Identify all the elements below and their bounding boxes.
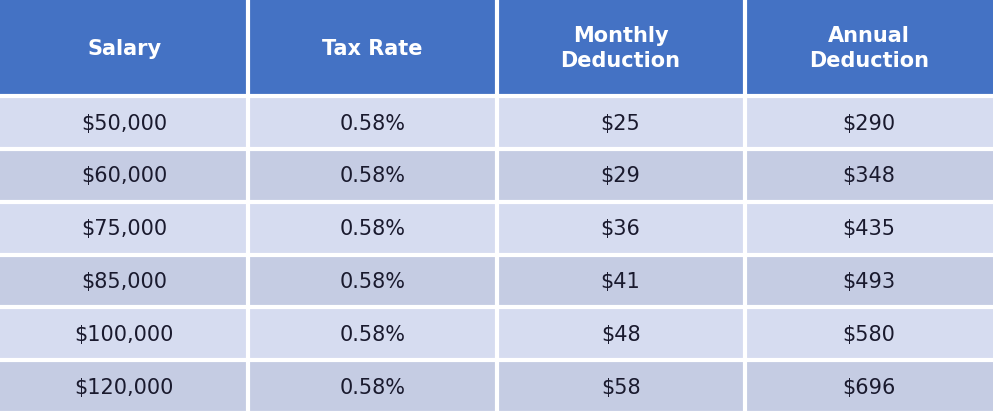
Bar (248, 202, 496, 255)
Text: 0.58%: 0.58% (340, 271, 405, 291)
Text: $36: $36 (601, 219, 640, 239)
Bar (745, 97, 993, 150)
Bar (496, 360, 745, 413)
Text: $120,000: $120,000 (74, 377, 174, 396)
Text: $348: $348 (842, 166, 896, 186)
Text: $75,000: $75,000 (81, 219, 167, 239)
Text: $48: $48 (601, 324, 640, 344)
Bar (0, 150, 248, 202)
Text: $60,000: $60,000 (81, 166, 167, 186)
Bar (745, 0, 993, 97)
Text: $493: $493 (842, 271, 896, 291)
Bar (745, 150, 993, 202)
Text: $58: $58 (601, 377, 640, 396)
Bar (0, 308, 248, 360)
Text: $25: $25 (601, 114, 640, 133)
Bar (0, 360, 248, 413)
Text: $50,000: $50,000 (81, 114, 167, 133)
Bar (248, 0, 496, 97)
Text: $85,000: $85,000 (81, 271, 167, 291)
Text: $100,000: $100,000 (74, 324, 174, 344)
Bar (248, 150, 496, 202)
Bar (496, 0, 745, 97)
Bar (496, 255, 745, 308)
Bar (0, 255, 248, 308)
Text: 0.58%: 0.58% (340, 377, 405, 396)
Bar (745, 360, 993, 413)
Text: 0.58%: 0.58% (340, 219, 405, 239)
Text: Tax Rate: Tax Rate (322, 38, 423, 59)
Text: $580: $580 (842, 324, 896, 344)
Bar (745, 308, 993, 360)
Text: Monthly
Deduction: Monthly Deduction (561, 26, 680, 71)
Text: $290: $290 (842, 114, 896, 133)
Text: $435: $435 (842, 219, 896, 239)
Bar (0, 0, 248, 97)
Text: $696: $696 (842, 377, 896, 396)
Text: 0.58%: 0.58% (340, 324, 405, 344)
Bar (248, 255, 496, 308)
Bar (745, 255, 993, 308)
Bar (745, 202, 993, 255)
Text: 0.58%: 0.58% (340, 114, 405, 133)
Bar (248, 97, 496, 150)
Text: Annual
Deduction: Annual Deduction (809, 26, 928, 71)
Text: 0.58%: 0.58% (340, 166, 405, 186)
Text: $29: $29 (601, 166, 640, 186)
Bar (496, 308, 745, 360)
Bar (248, 308, 496, 360)
Text: Salary: Salary (87, 38, 161, 59)
Bar (496, 150, 745, 202)
Bar (0, 202, 248, 255)
Text: $41: $41 (601, 271, 640, 291)
Bar (496, 202, 745, 255)
Bar (496, 97, 745, 150)
Bar (0, 97, 248, 150)
Bar (248, 360, 496, 413)
